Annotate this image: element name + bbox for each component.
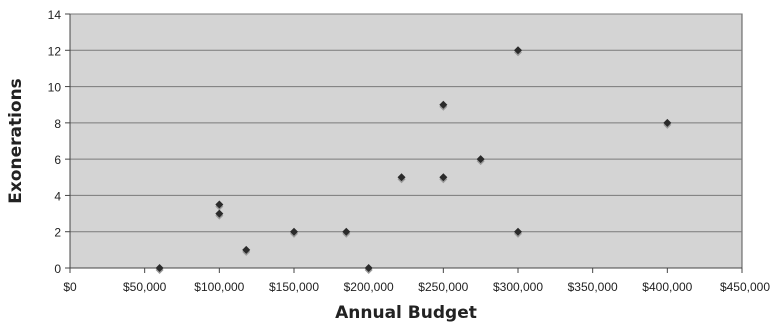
y-tick-label: 10 (48, 81, 62, 95)
y-tick-label: 12 (48, 44, 62, 58)
x-axis-title: Annual Budget (335, 303, 477, 323)
data-point (476, 155, 485, 166)
data-point-marker (514, 227, 522, 236)
y-tick-label: 0 (54, 262, 61, 276)
data-point-marker (439, 173, 448, 182)
y-tick-label: 2 (54, 226, 61, 240)
data-point-marker (155, 264, 164, 272)
data-point-marker (242, 245, 251, 254)
gridlines (70, 13, 742, 233)
x-axis-ticks: $0 $50,000 $100,000 $150,000 $200,000 $250,00… (63, 268, 770, 294)
data-point (397, 173, 406, 184)
y-tick-label: 4 (54, 189, 61, 203)
x-tick-label: $450,000 (720, 280, 770, 294)
x-tick-label: $50,000 (123, 280, 167, 294)
data-point (215, 200, 224, 211)
plot-area (69, 13, 743, 269)
data-point (439, 173, 448, 184)
y-tick-label: 6 (54, 153, 61, 167)
x-tick-label: $350,000 (568, 280, 618, 294)
data-point-marker (290, 227, 298, 236)
data-point (242, 245, 251, 256)
data-point (439, 100, 448, 111)
data-point-marker (439, 100, 448, 109)
x-tick-label: $250,000 (418, 280, 468, 294)
x-tick-label: $150,000 (269, 280, 319, 294)
data-point (290, 227, 298, 238)
x-tick-label: $200,000 (344, 280, 394, 294)
x-tick-label: $300,000 (493, 280, 543, 294)
data-point-marker (215, 200, 224, 209)
data-point-marker (215, 209, 224, 218)
data-point (514, 46, 522, 57)
data-point-marker (397, 173, 406, 182)
x-tick-label: $400,000 (642, 280, 692, 294)
data-points (155, 46, 672, 274)
y-tick-label: 8 (54, 117, 61, 131)
data-point (514, 227, 522, 238)
y-axis-title: Exonerations (6, 78, 26, 204)
data-point (155, 264, 164, 274)
data-point-marker (342, 227, 351, 236)
y-tick-label: 14 (48, 8, 62, 22)
x-tick-label: $100,000 (194, 280, 244, 294)
data-point (342, 227, 351, 238)
data-point (215, 209, 224, 220)
x-tick-label: $0 (63, 280, 77, 294)
data-point (663, 118, 672, 129)
data-point-marker (663, 118, 672, 127)
data-point (364, 264, 373, 274)
y-axis-ticks: 0 2 4 6 8 10 12 14 (48, 8, 70, 276)
data-point-marker (364, 264, 373, 272)
axes (69, 14, 742, 269)
data-point-marker (514, 46, 522, 55)
data-point-marker (476, 155, 485, 164)
